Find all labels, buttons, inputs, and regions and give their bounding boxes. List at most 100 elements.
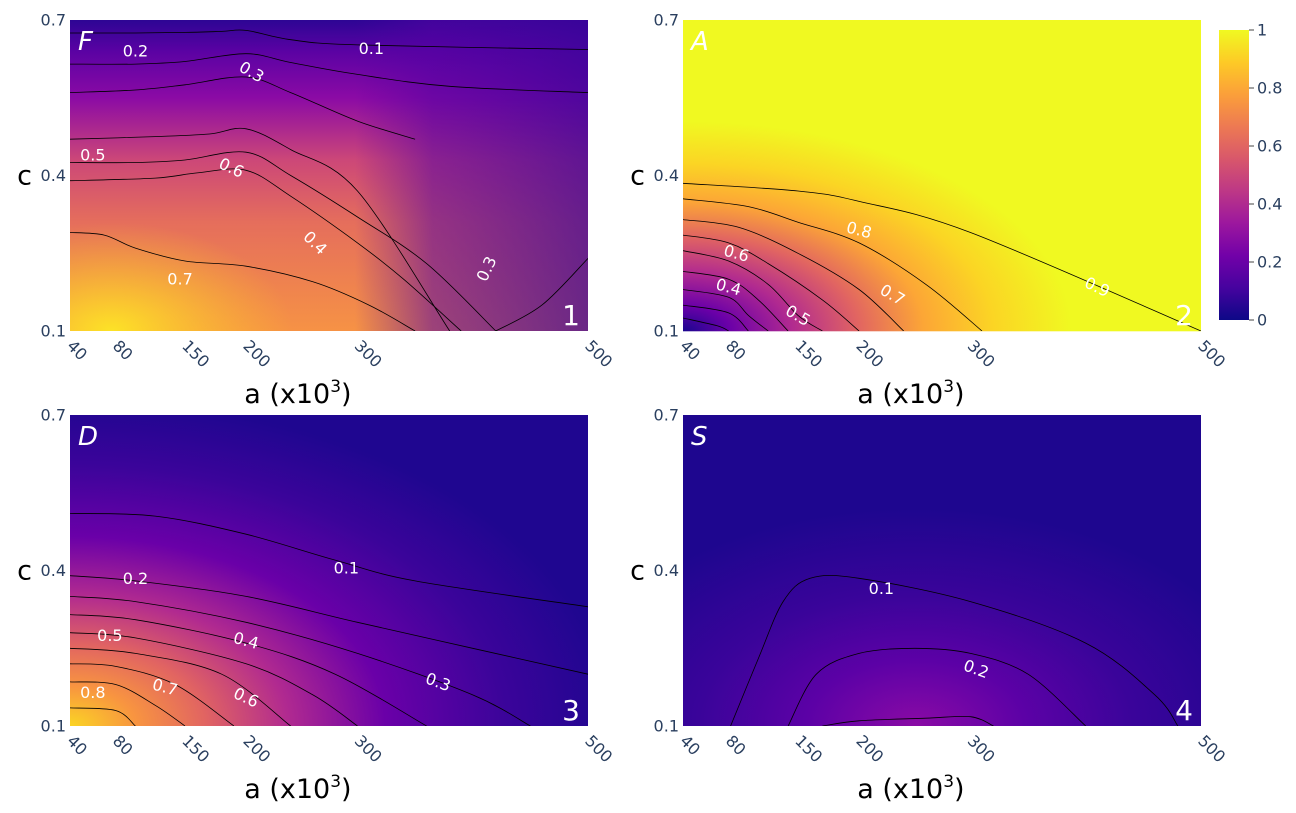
colorbar-tick-label: 0: [1257, 311, 1267, 330]
y-tick-label: 0.7: [41, 406, 66, 425]
contour-line: [70, 29, 588, 50]
contours-4: [730, 574, 1179, 726]
x-tick-label: 500: [581, 731, 616, 766]
contour-line: [822, 715, 994, 726]
contour-line: [683, 234, 860, 331]
contour-label: 0.1: [869, 579, 894, 598]
x-tick-label: 150: [178, 336, 213, 371]
x-axis-title-text: a (x10: [857, 379, 943, 410]
x-tick-label: 80: [722, 731, 750, 759]
contour-label: 0.1: [334, 558, 359, 577]
y-tick-label: 0.1: [41, 322, 66, 341]
contour-label: 0.5: [97, 626, 122, 645]
x-tick-label: 40: [676, 336, 704, 364]
contour-line: [70, 707, 136, 726]
x-tick-label: 300: [351, 336, 386, 371]
x-axis-title-sup: 3: [330, 772, 341, 792]
x-tick-label: 300: [964, 336, 999, 371]
contour-line: [70, 513, 588, 608]
x-tick-label: 200: [239, 731, 274, 766]
y-tick-label: 0.7: [41, 11, 66, 30]
x-tick-label: 200: [852, 336, 887, 371]
x-axis-title: a (x103): [244, 772, 351, 805]
contours-2: [683, 182, 1201, 331]
contour-label: 0.7: [167, 270, 192, 289]
colorbar-tick-label: 1: [1257, 21, 1267, 40]
corner-label: A: [689, 27, 709, 57]
x-tick-label: 300: [964, 731, 999, 766]
contour-line: [70, 168, 462, 331]
contours-1: [70, 29, 588, 331]
colorbar-tick-label: 0.6: [1257, 137, 1282, 156]
y-tick-label: 0.1: [654, 717, 679, 736]
panel-3: 0.10.20.5 0.40.30.8 0.7 0.6: [70, 415, 588, 726]
corner-label: S: [691, 422, 708, 452]
contour-line: [787, 647, 1086, 726]
contour-line: [70, 681, 186, 726]
x-axis-title-sup: 3: [330, 377, 341, 397]
x-axis-title: a (x103): [857, 377, 964, 410]
x-tick-label: 200: [852, 731, 887, 766]
contour-line: [683, 289, 769, 331]
x-axis-title: a (x103): [244, 377, 351, 410]
x-axis-title-close: ): [341, 379, 352, 410]
y-tick-label: 0.4: [654, 561, 679, 580]
contour-label: 0.5: [80, 145, 105, 164]
x-axis-title-close: ): [341, 774, 352, 805]
panel-1: 0.10.20.30.5 0.60.40.7 0.3: [70, 20, 588, 331]
x-axis-title: a (x103): [857, 772, 964, 805]
contour-label: 0.1: [359, 39, 384, 58]
x-tick-label: 80: [109, 336, 137, 364]
x-tick-label: 200: [239, 336, 274, 371]
contour-line: [70, 596, 531, 726]
contour-line: [730, 574, 1179, 726]
contour-line: [683, 304, 749, 331]
x-tick-label: 150: [178, 731, 213, 766]
x-tick-label: 150: [791, 336, 826, 371]
y-axis-title: c: [630, 161, 645, 192]
contour-line: [683, 317, 729, 331]
contour-line: [70, 632, 358, 726]
colorbar-tick-label: 0.8: [1257, 79, 1282, 98]
y-tick-label: 0.7: [654, 406, 679, 425]
contour-line: [683, 219, 904, 331]
contour-line: [70, 663, 235, 726]
contour-line: [70, 151, 497, 331]
x-tick-label: 40: [63, 731, 91, 759]
contours-3: [70, 513, 588, 726]
x-tick-label: 150: [791, 731, 826, 766]
x-axis-title-close: ): [954, 379, 965, 410]
panel-2: 0.80.60.40.50.7 0.9: [683, 20, 1201, 332]
colorbar-tick-label: 0.4: [1257, 195, 1282, 214]
y-tick-label: 0.7: [654, 11, 679, 30]
x-tick-label: 40: [63, 336, 91, 364]
contour-line: [70, 232, 416, 331]
contour-label: 0.2: [123, 42, 148, 61]
contour-line: [70, 647, 291, 726]
corner-label: D: [78, 422, 98, 452]
contour-line: [683, 250, 823, 331]
x-tick-label: 80: [722, 336, 750, 364]
contour-line: [70, 127, 451, 331]
corner-label: F: [78, 27, 94, 57]
y-tick-label: 0.4: [41, 166, 66, 185]
heatmap-3: [70, 415, 588, 726]
x-axis-title-text: a (x10: [244, 379, 330, 410]
x-tick-label: 500: [1194, 336, 1229, 371]
heatmap-2-low: [683, 51, 1201, 332]
x-tick-label: 80: [109, 731, 137, 759]
panel-number: 1: [562, 299, 580, 332]
colorbar-ticks: 0 0.2 0.4 0.6 0.8 1: [1249, 21, 1282, 330]
heatmap-1-hot: [70, 20, 588, 331]
contour-line: [495, 258, 588, 331]
y-tick-label: 0.4: [41, 561, 66, 580]
x-axis-title-text: a (x10: [857, 774, 943, 805]
y-tick-label: 0.4: [654, 166, 679, 185]
x-axis-title-sup: 3: [943, 377, 954, 397]
contour-line: [683, 182, 1201, 331]
x-axis-title-text: a (x10: [244, 774, 330, 805]
x-tick-label: 500: [581, 336, 616, 371]
colorbar-tick-label: 0.2: [1257, 253, 1282, 272]
y-axis-title: c: [630, 556, 645, 587]
